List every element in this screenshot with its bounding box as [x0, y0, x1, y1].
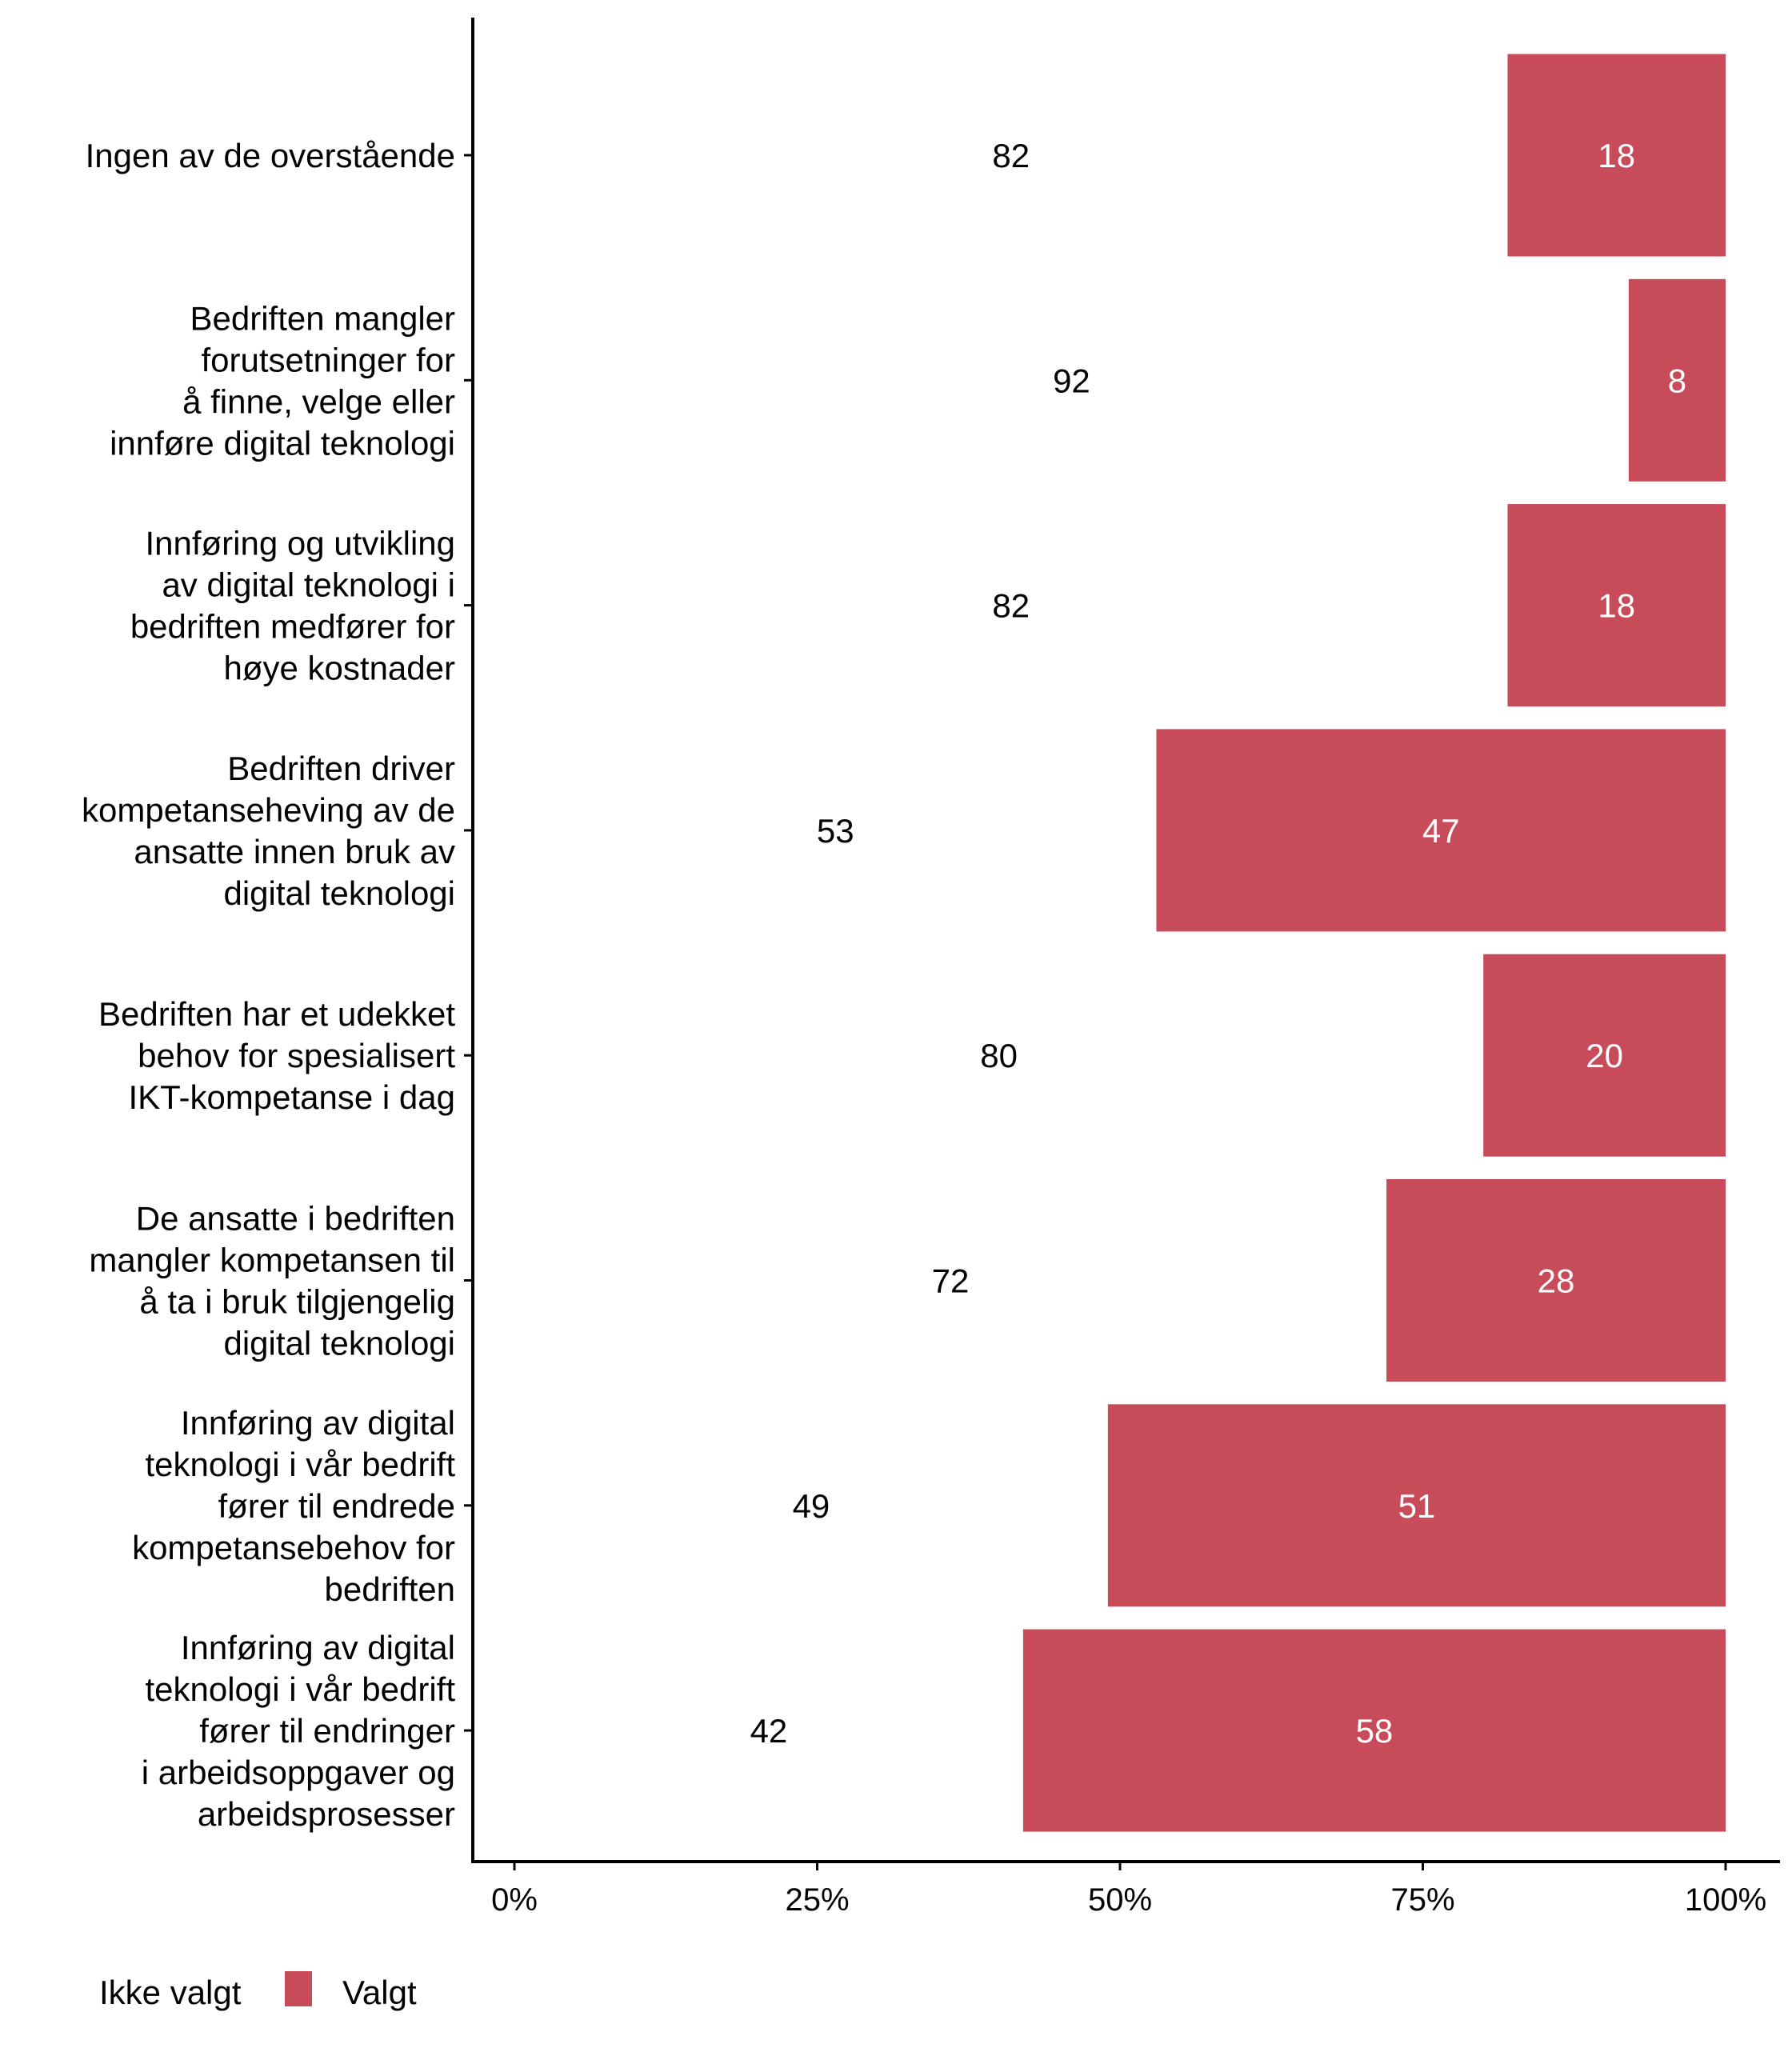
data-label: 47: [1422, 812, 1460, 850]
category-label: ansatte innen bruk av: [134, 833, 455, 870]
category-label: Innføring og utvikling: [145, 525, 455, 562]
category-label: kompetansebehov for: [132, 1529, 455, 1566]
bar-segment-valgt: [1507, 54, 1726, 257]
x-tick-label: 100%: [1685, 1882, 1766, 1918]
data-label: 82: [992, 137, 1030, 174]
legend: Ikke valgt Valgt: [56, 1970, 417, 2011]
category-label: kompetanseheving av de: [82, 791, 455, 829]
x-tick-label: 50%: [1088, 1882, 1152, 1918]
category-label: innføre digital teknologi: [110, 424, 455, 462]
data-label: 49: [793, 1487, 830, 1525]
category-label: IKT-kompetanse i dag: [128, 1078, 455, 1116]
data-label: 8: [1668, 362, 1686, 399]
category-label: behov for spesialisert: [138, 1037, 455, 1074]
category-label: mangler kompetansen til: [89, 1242, 455, 1279]
category-label: teknologi i vår bedrift: [145, 1670, 455, 1708]
bar-segment-ikke-valgt: [514, 1404, 1108, 1607]
category-label: bedriften: [325, 1570, 455, 1608]
category-label: å ta i bruk tilgjengelig: [139, 1283, 455, 1321]
x-tick-label: 0%: [491, 1882, 538, 1918]
category-label: forutsetninger for: [201, 341, 455, 378]
category-label: fører til endringer: [199, 1712, 455, 1750]
category-label: digital teknologi: [223, 874, 455, 912]
bar-segment-ikke-valgt: [514, 504, 1508, 707]
bar-segment-valgt: [1483, 954, 1726, 1157]
legend-key-valgt: [285, 1971, 312, 2006]
data-label: 92: [1053, 362, 1090, 399]
category-label: Innføring av digital: [181, 1404, 455, 1442]
bar-segment-ikke-valgt: [514, 954, 1484, 1157]
legend-label-valgt: Valgt: [342, 1974, 417, 2011]
bar-segment-valgt: [1386, 1179, 1726, 1382]
category-label: Bedriften mangler: [190, 299, 455, 337]
category-label: Bedriften har et udekket: [98, 995, 455, 1033]
category-label: Bedriften driver: [227, 750, 455, 787]
category-label: Innføring av digital: [181, 1629, 455, 1666]
data-label: 80: [980, 1037, 1018, 1074]
data-label: 42: [750, 1712, 788, 1750]
legend-key-ikke-valgt: [56, 1970, 83, 2005]
bar-segment-ikke-valgt: [514, 54, 1508, 257]
data-label: 53: [817, 812, 854, 850]
bar-segment-ikke-valgt: [514, 729, 1157, 932]
category-label: Ingen av de overstående: [86, 137, 455, 174]
bar-segment-ikke-valgt: [514, 1629, 1023, 1832]
category-label: digital teknologi: [223, 1325, 455, 1362]
data-label: 82: [992, 587, 1030, 625]
legend-label-ikke-valgt: Ikke valgt: [99, 1974, 242, 2011]
category-label: høye kostnader: [224, 650, 456, 687]
data-label: 58: [1356, 1712, 1394, 1750]
bar-segment-ikke-valgt: [514, 278, 1629, 482]
data-label: 20: [1586, 1037, 1623, 1074]
bar-segment-valgt: [1107, 1404, 1726, 1607]
data-label: 18: [1598, 137, 1635, 174]
category-label: teknologi i vår bedrift: [145, 1446, 455, 1483]
data-label: 51: [1398, 1487, 1436, 1525]
category-label: å finne, velge eller: [182, 382, 455, 420]
category-label: i arbeidsoppgaver og: [142, 1754, 455, 1791]
category-label: av digital teknologi i: [162, 566, 455, 604]
category-label: bedriften medfører for: [130, 608, 455, 646]
data-label: 28: [1538, 1262, 1575, 1300]
category-label: arbeidsprosesser: [198, 1795, 455, 1833]
bar-segment-ikke-valgt: [514, 1179, 1387, 1382]
data-label: 72: [932, 1262, 970, 1300]
bar-segment-valgt: [1507, 504, 1726, 707]
data-label: 18: [1598, 587, 1635, 625]
bar-segment-valgt: [1156, 729, 1726, 932]
x-tick-label: 75%: [1390, 1882, 1454, 1918]
category-label: fører til endrede: [218, 1487, 455, 1525]
x-tick-label: 25%: [785, 1882, 849, 1918]
category-label: De ansatte i bedriften: [136, 1200, 455, 1238]
bar-segment-valgt: [1022, 1629, 1726, 1832]
bar-segment-valgt: [1628, 278, 1726, 482]
